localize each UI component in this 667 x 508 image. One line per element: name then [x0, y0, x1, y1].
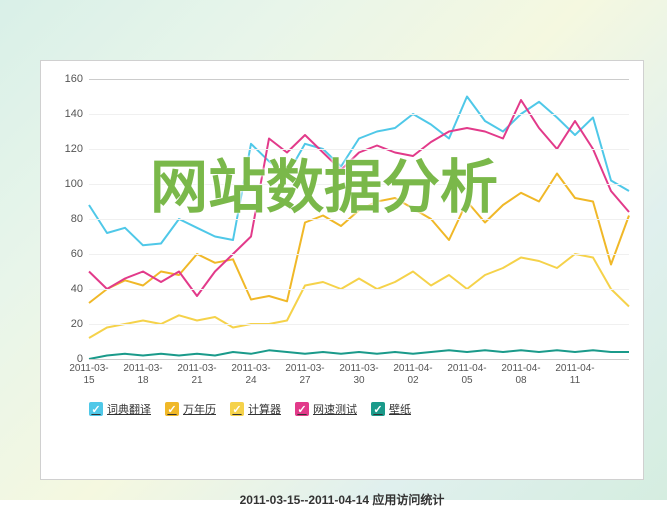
y-axis-label: 80: [71, 213, 83, 225]
plot-area: 0204060801001201401602011-03-152011-03-1…: [89, 79, 629, 359]
legend-item[interactable]: ✓ 计算器: [230, 401, 281, 417]
legend-label: 万年历: [183, 401, 216, 417]
legend-label: 计算器: [248, 401, 281, 417]
series-line: [89, 100, 629, 296]
x-axis-label: 2011-04-05: [437, 363, 497, 387]
gridline: [89, 184, 629, 185]
x-axis-label: 2011-03-15: [59, 363, 119, 387]
gridline: [89, 359, 629, 360]
legend-swatch-icon: ✓: [230, 402, 244, 416]
x-axis-label: 2011-03-27: [275, 363, 335, 387]
x-axis-label: 2011-04-11: [545, 363, 605, 387]
series-line: [89, 350, 629, 359]
gridline: [89, 149, 629, 150]
legend-swatch-icon: ✓: [295, 402, 309, 416]
legend: ✓ 词典翻译 ✓ 万年历 ✓ 计算器 ✓ 网速测试 ✓ 壁纸: [89, 401, 411, 417]
legend-label: 壁纸: [389, 401, 411, 417]
legend-item[interactable]: ✓ 词典翻译: [89, 401, 151, 417]
legend-swatch-icon: ✓: [89, 402, 103, 416]
y-axis-label: 140: [65, 108, 83, 120]
x-axis-label: 2011-03-18: [113, 363, 173, 387]
legend-item[interactable]: ✓ 壁纸: [371, 401, 411, 417]
y-axis-label: 100: [65, 178, 83, 190]
chart-panel: 0204060801001201401602011-03-152011-03-1…: [40, 60, 644, 480]
legend-swatch-icon: ✓: [371, 402, 385, 416]
legend-label: 词典翻译: [107, 401, 151, 417]
x-axis-label: 2011-04-08: [491, 363, 551, 387]
series-line: [89, 254, 629, 338]
gridline: [89, 79, 629, 80]
legend-item[interactable]: ✓ 万年历: [165, 401, 216, 417]
y-axis-label: 120: [65, 143, 83, 155]
series-line: [89, 97, 629, 246]
gridline: [89, 254, 629, 255]
series-line: [89, 174, 629, 304]
x-axis-label: 2011-03-21: [167, 363, 227, 387]
legend-item[interactable]: ✓ 网速测试: [295, 401, 357, 417]
gridline: [89, 289, 629, 290]
y-axis-label: 160: [65, 73, 83, 85]
gridline: [89, 219, 629, 220]
gridline: [89, 114, 629, 115]
y-axis-label: 60: [71, 248, 83, 260]
gridline: [89, 324, 629, 325]
x-axis-label: 2011-03-24: [221, 363, 281, 387]
y-axis-label: 40: [71, 283, 83, 295]
legend-label: 网速测试: [313, 401, 357, 417]
x-axis-label: 2011-04-02: [383, 363, 443, 387]
y-axis-label: 20: [71, 318, 83, 330]
legend-swatch-icon: ✓: [165, 402, 179, 416]
x-axis-label: 2011-03-30: [329, 363, 389, 387]
